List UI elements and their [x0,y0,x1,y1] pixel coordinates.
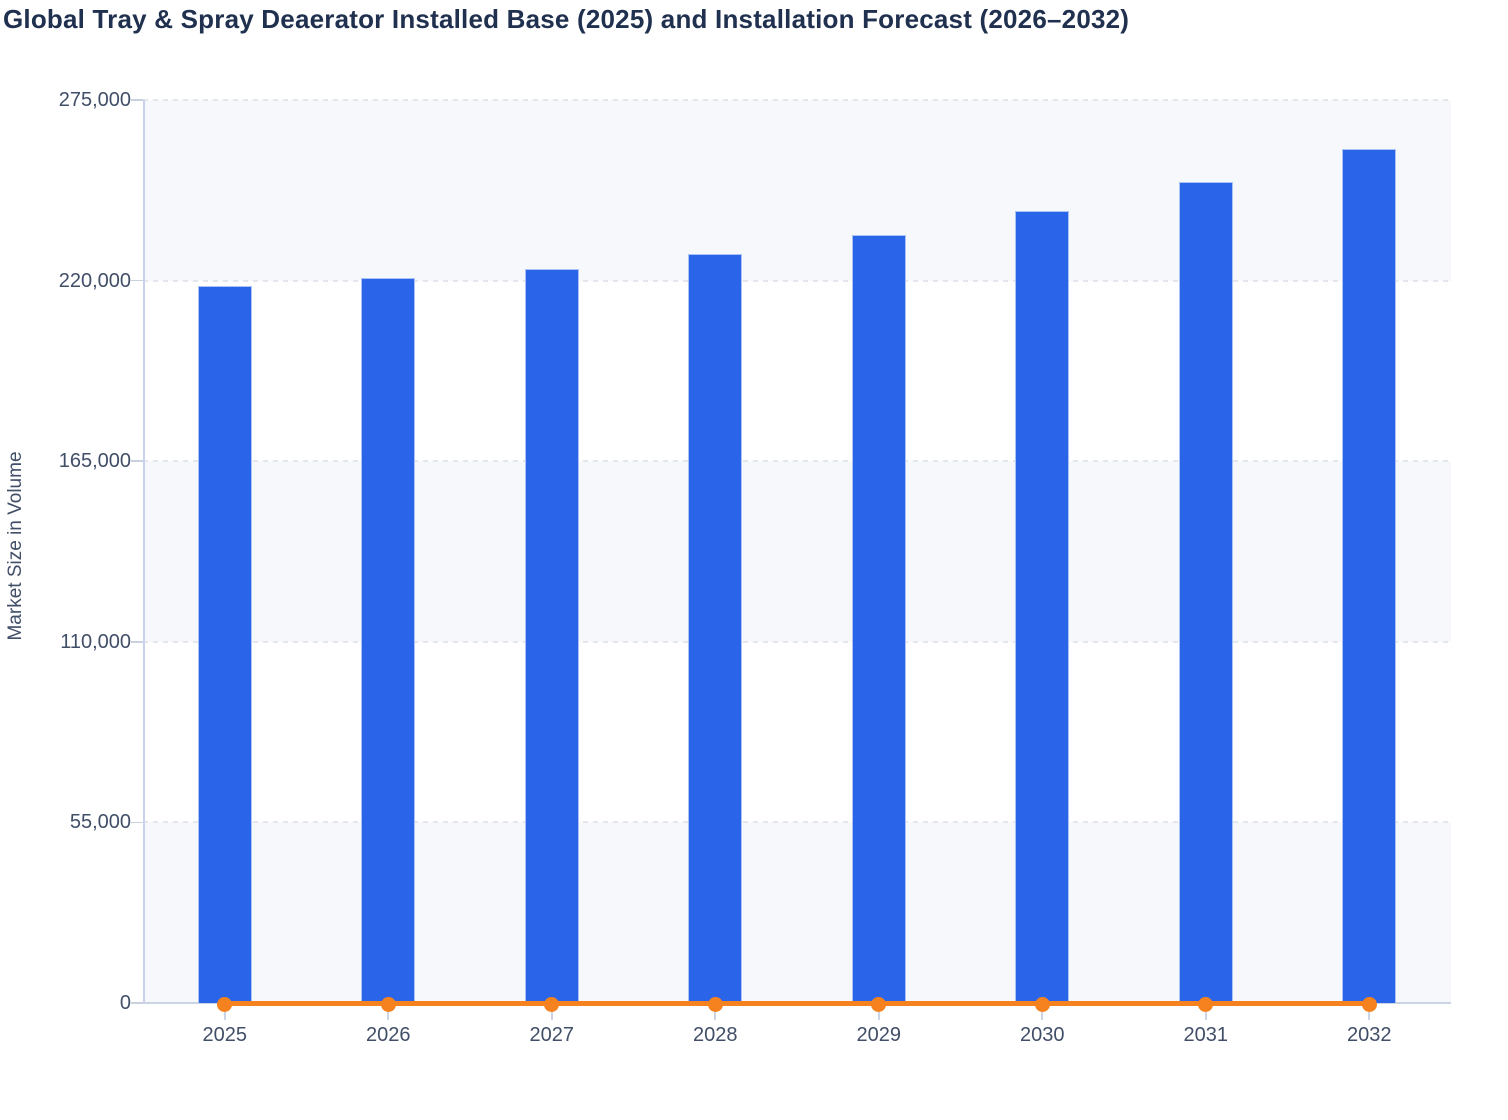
x-tick-label-2032: 2032 [1347,1024,1392,1046]
marker-dot-2032[interactable] [1361,996,1377,1012]
marker-dot-2027[interactable] [544,996,560,1012]
plot-band [143,642,1451,823]
gridline-165000 [143,460,1451,463]
x-axis-tick [1368,1003,1371,1020]
x-tick-label-2025: 2025 [202,1024,248,1046]
marker-dot-2029[interactable] [871,996,887,1012]
plot-band [143,100,1451,281]
y-axis-tick [131,279,143,282]
y-tick-label: 110,000 [60,630,131,653]
marker-dot-2030[interactable] [1034,996,1050,1012]
bar-2031[interactable] [1178,182,1233,1003]
marker-dot-2026[interactable] [380,996,396,1012]
x-tick-label-2031: 2031 [1183,1024,1229,1046]
x-tick-label-2028: 2028 [693,1024,738,1046]
bar-2025[interactable] [197,285,252,1003]
y-axis-tick [131,821,143,824]
bar-2027[interactable] [524,268,579,1003]
x-tick-label-2027: 2027 [529,1024,575,1046]
gridline-55000 [143,821,1451,824]
x-axis-tick [714,1003,717,1020]
plot-band [143,281,1451,462]
y-axis-tick [131,641,143,643]
y-axis-tick [131,1002,143,1004]
plot-band [143,822,1451,1003]
y-tick-label: 275,000 [58,89,131,111]
bar-2030[interactable] [1015,211,1070,1003]
bar-2032[interactable] [1342,148,1397,1003]
marker-dot-2031[interactable] [1198,996,1214,1012]
plot-band [143,461,1451,642]
x-tick-label-2026: 2026 [366,1024,411,1046]
x-axis-tick [550,1003,553,1020]
marker-dot-2025[interactable] [217,996,233,1012]
x-tick-label-2029: 2029 [856,1024,902,1046]
y-tick-label: 220,000 [58,269,131,292]
gridline-220000 [143,279,1451,282]
gridline-110000 [143,640,1451,643]
x-tick-label-2030: 2030 [1020,1024,1065,1046]
plot-area [143,99,1451,1020]
y-tick-label: 55,000 [69,811,131,834]
x-axis-tick [1204,1003,1207,1020]
y-axis-title: Market Size in Volume [5,451,26,641]
y-tick-label: 0 [119,992,131,1014]
x-axis-tick [387,1003,390,1020]
chart-title: Global Tray & Spray Deaerator Installed … [3,4,1130,34]
y-axis-tick [131,99,143,101]
marker-dot-2028[interactable] [707,996,723,1012]
x-axis-tick [223,1003,226,1020]
x-axis-tick [877,1003,880,1020]
bar-2028[interactable] [688,253,743,1003]
marker-line [224,1000,1370,1006]
x-axis-tick [1041,1003,1044,1020]
y-tick-label: 165,000 [58,450,131,473]
bar-2026[interactable] [361,277,416,1003]
bar-2029[interactable] [851,235,906,1003]
y-axis-line [143,100,145,1003]
gridline-275000 [143,99,1451,101]
y-axis-tick [131,460,143,462]
